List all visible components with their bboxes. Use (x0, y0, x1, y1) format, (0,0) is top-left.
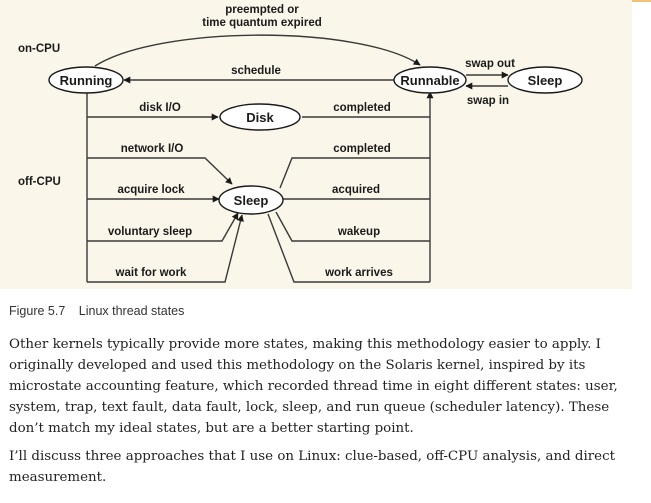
preempted-label: preempted or (225, 4, 299, 16)
acquired-label: acquired (332, 184, 380, 196)
schedule-label: schedule (231, 65, 281, 77)
network-io-label: network I/O (121, 143, 184, 155)
body-paragraph-1: Other kernels typically provide more sta… (9, 337, 618, 436)
acquire-lock-label: acquire lock (117, 184, 185, 196)
preempted-arc (94, 34, 421, 67)
disk-completed-label: completed (333, 102, 391, 114)
sleep-swap-label: Sleep (528, 73, 563, 88)
figure-caption: Figure 5.7 Linux thread states (9, 304, 184, 318)
swap-out-label: swap out (465, 58, 515, 70)
voluntary-sleep-arrow (87, 212, 239, 242)
network-io-arrow (87, 157, 233, 185)
disk-label: Disk (246, 110, 274, 125)
wait-for-work-arrow (87, 214, 244, 283)
running-node: Running (48, 66, 124, 94)
wakeup-label: wakeup (337, 226, 380, 238)
network-completed-label: completed (333, 143, 391, 155)
runnable-label: Runnable (400, 73, 459, 88)
disk-io-label: disk I/O (139, 102, 181, 114)
work-arrives-label: work arrives (324, 267, 393, 279)
runnable-node: Runnable (393, 66, 467, 94)
sleep-center-label: Sleep (234, 193, 269, 208)
work-arrives-line (267, 213, 430, 283)
time-quantum-label: time quantum expired (202, 17, 322, 29)
voluntary-sleep-label: voluntary sleep (108, 226, 192, 238)
wakeup-line (275, 211, 430, 242)
off-cpu-label: off-CPU (18, 176, 61, 188)
running-label: Running (60, 73, 113, 88)
thread-state-diagram: Running Runnable Sleep Disk Sleep on-CPU… (18, 4, 583, 283)
figure-title: Linux thread states (78, 304, 185, 318)
sleep-swap-node: Sleep (507, 66, 583, 94)
sleep-center-node: Sleep (218, 185, 284, 215)
figure-number: Figure 5.7 (9, 304, 66, 318)
swap-in-label: swap in (467, 95, 509, 107)
disk-node: Disk (219, 103, 301, 131)
on-cpu-label: on-CPU (18, 43, 60, 55)
body-paragraph-2: I’ll discuss three approaches that I use… (9, 449, 615, 485)
network-completed-line (279, 157, 430, 189)
wait-for-work-label: wait for work (115, 267, 188, 279)
